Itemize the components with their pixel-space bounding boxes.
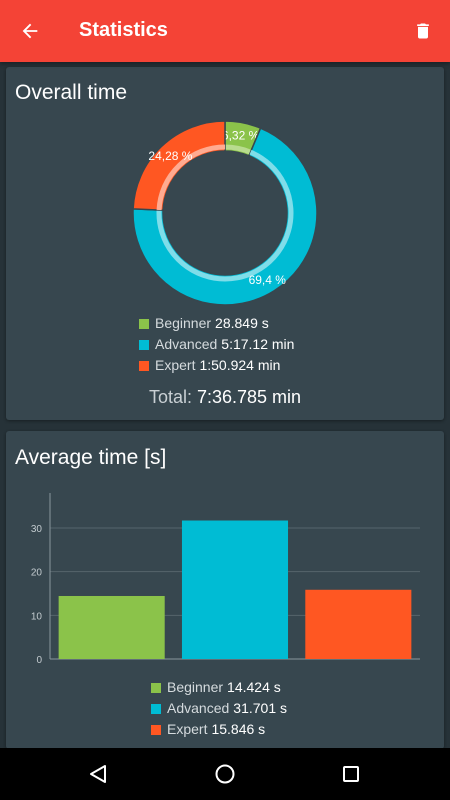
app-bar: Statistics: [0, 0, 450, 62]
legend-label: Expert: [155, 357, 196, 373]
legend-swatch-advanced: [139, 339, 149, 350]
average-time-card: Average time [s] 0 10 20 30 Beginner 14.424…: [6, 431, 444, 749]
page-title: Statistics: [79, 19, 168, 41]
legend-swatch-beginner: [151, 682, 161, 693]
bar-ytick-label: 30: [31, 524, 43, 535]
legend-label: Beginner: [167, 679, 224, 695]
legend-swatch-advanced: [151, 703, 161, 714]
average-legend: Beginner 14.424 s Advanced 31.701 s Expe…: [6, 677, 444, 740]
donut-label-expert: 24,28 %: [148, 149, 192, 163]
trash-icon: [417, 23, 429, 39]
overall-time-title: Overall time: [15, 81, 128, 104]
legend-label: Advanced: [155, 336, 218, 352]
nav-recents-button[interactable]: [335, 758, 367, 790]
arrow-back-icon: [22, 23, 38, 39]
legend-value: 14.424 s: [227, 679, 281, 695]
total-time: Total: 7:36.785 min: [6, 387, 444, 408]
donut-track-expert: [156, 144, 226, 211]
recents-square-icon: [343, 766, 359, 782]
legend-label: Beginner: [155, 315, 212, 331]
total-value: 7:36.785 min: [196, 387, 302, 407]
bar-ytick-label: 10: [31, 611, 43, 622]
bar-beginner: [58, 595, 165, 659]
back-triangle-icon: [90, 765, 106, 783]
donut-label-beginner: 6,32 %: [222, 129, 260, 143]
legend-label: Advanced: [167, 700, 230, 716]
overall-donut-chart: 6,32 % 69,4 % 24,28 %: [132, 120, 318, 306]
legend-item-advanced: Advanced 5:17.12 min: [139, 334, 444, 355]
overall-time-card: Overall time 6,32 % 69,4 % 24,28 % Beginne…: [6, 67, 444, 420]
legend-swatch-beginner: [139, 318, 149, 329]
donut-label-advanced: 69,4 %: [249, 273, 287, 287]
home-circle-icon: [215, 764, 235, 784]
legend-value: 1:50.924 min: [199, 357, 281, 373]
overall-legend: Beginner 28.849 s Advanced 5:17.12 min E…: [6, 313, 444, 376]
legend-value: 28.849 s: [215, 315, 269, 331]
legend-value: 15.846 s: [211, 721, 266, 737]
bar-ytick-label: 0: [36, 655, 42, 666]
average-time-title: Average time [s]: [15, 446, 167, 469]
legend-value: 5:17.12 min: [221, 336, 295, 352]
legend-swatch-expert: [151, 724, 161, 735]
legend-item-beginner: Beginner 14.424 s: [151, 677, 444, 698]
total-label: Total:: [148, 387, 192, 407]
donut-track-advanced: [156, 149, 294, 282]
legend-value: 31.701 s: [233, 700, 287, 716]
legend-item-expert: Expert 15.846 s: [151, 719, 444, 740]
legend-item-advanced: Advanced 31.701 s: [151, 698, 444, 719]
bar-ytick-label: 20: [31, 568, 43, 579]
system-nav-bar: [0, 748, 450, 800]
average-bar-chart: 0 10 20 30: [31, 493, 420, 666]
bar-advanced: [181, 520, 289, 659]
legend-swatch-expert: [139, 360, 149, 371]
legend-item-beginner: Beginner 28.849 s: [139, 313, 444, 334]
bar-expert: [305, 589, 412, 659]
nav-home-button[interactable]: [209, 758, 241, 790]
legend-label: Expert: [167, 721, 208, 737]
legend-item-expert: Expert 1:50.924 min: [139, 355, 444, 376]
back-button[interactable]: [14, 15, 46, 47]
delete-button[interactable]: [408, 15, 438, 47]
nav-back-button[interactable]: [82, 758, 114, 790]
